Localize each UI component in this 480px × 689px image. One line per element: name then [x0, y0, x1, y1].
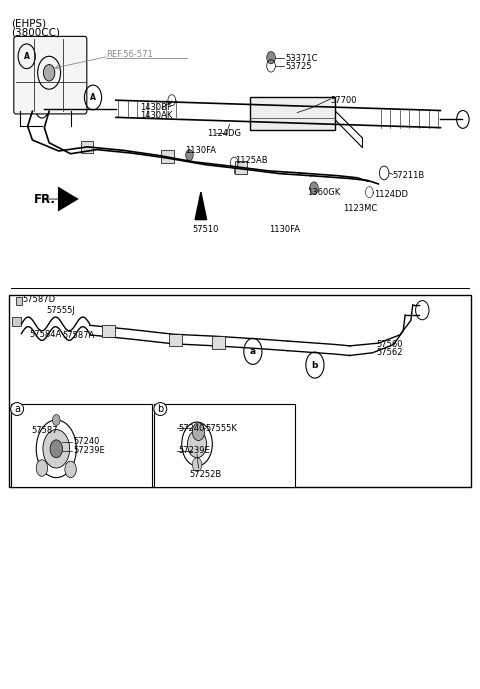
- Text: 57700: 57700: [331, 96, 357, 105]
- Text: 57562: 57562: [376, 348, 403, 357]
- Bar: [161, 150, 174, 163]
- Text: 53725: 53725: [285, 62, 312, 71]
- Circle shape: [52, 415, 60, 426]
- Bar: [12, 317, 22, 326]
- Bar: [11, 404, 152, 487]
- Text: 1360GK: 1360GK: [307, 187, 340, 196]
- Text: 1130FA: 1130FA: [269, 225, 300, 234]
- Circle shape: [43, 430, 70, 468]
- Text: A: A: [90, 93, 96, 102]
- Text: 1130FA: 1130FA: [185, 147, 216, 156]
- Text: 53371C: 53371C: [285, 54, 318, 63]
- Circle shape: [188, 430, 206, 457]
- Text: 1125AB: 1125AB: [235, 156, 268, 165]
- Text: b: b: [157, 404, 163, 414]
- Circle shape: [50, 440, 62, 457]
- Text: 57510: 57510: [192, 225, 219, 234]
- Text: a: a: [14, 404, 20, 414]
- Polygon shape: [195, 192, 206, 220]
- Bar: [250, 96, 336, 130]
- Text: REF.56-571: REF.56-571: [107, 50, 153, 59]
- Text: 57555K: 57555K: [205, 424, 238, 433]
- Bar: [16, 297, 22, 305]
- Bar: [102, 325, 116, 337]
- Text: b: b: [312, 360, 318, 369]
- FancyArrowPatch shape: [43, 187, 79, 212]
- Circle shape: [186, 150, 193, 161]
- Circle shape: [65, 461, 76, 477]
- Circle shape: [310, 182, 318, 194]
- Text: 1124DD: 1124DD: [373, 190, 408, 199]
- Text: 57587: 57587: [31, 426, 58, 435]
- Bar: [212, 336, 225, 349]
- Text: 1430BF: 1430BF: [140, 103, 172, 112]
- Text: 57240: 57240: [178, 424, 204, 433]
- Text: A: A: [24, 52, 30, 61]
- Text: 57555J: 57555J: [47, 306, 75, 315]
- Text: 1430AK: 1430AK: [140, 112, 172, 121]
- Bar: [169, 333, 182, 346]
- Circle shape: [192, 457, 202, 471]
- Text: 57587D: 57587D: [23, 296, 56, 305]
- Circle shape: [192, 423, 204, 440]
- Text: 57560: 57560: [376, 340, 403, 349]
- FancyBboxPatch shape: [14, 37, 87, 114]
- Text: (EHPS): (EHPS): [11, 19, 46, 28]
- Bar: [81, 141, 94, 153]
- Text: FR.: FR.: [34, 192, 56, 205]
- Text: 57239E: 57239E: [178, 446, 210, 455]
- Bar: [154, 404, 295, 487]
- Text: 57252B: 57252B: [189, 471, 221, 480]
- Circle shape: [43, 65, 55, 81]
- Bar: [235, 161, 247, 174]
- Text: a: a: [250, 347, 256, 356]
- Text: 1123MC: 1123MC: [343, 204, 377, 213]
- Circle shape: [267, 52, 276, 64]
- Text: 57584A: 57584A: [29, 330, 61, 339]
- Text: 57240: 57240: [73, 438, 99, 446]
- Text: (3800CC): (3800CC): [11, 28, 60, 37]
- Text: 57239E: 57239E: [73, 446, 105, 455]
- Text: 57211B: 57211B: [393, 171, 425, 181]
- Bar: [9, 295, 471, 487]
- Circle shape: [36, 460, 48, 476]
- Text: 57587A: 57587A: [62, 331, 95, 340]
- Text: 1124DG: 1124DG: [206, 129, 240, 138]
